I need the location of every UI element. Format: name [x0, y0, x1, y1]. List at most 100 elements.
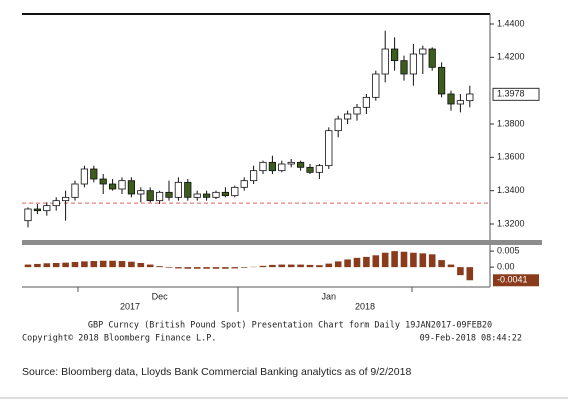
y-tick-label: 1.3400 [497, 185, 525, 195]
bar [400, 251, 408, 268]
bar [128, 261, 135, 268]
candle-body [296, 161, 305, 168]
bar [334, 261, 342, 268]
candle-body [109, 183, 117, 190]
bar [466, 267, 474, 281]
candle-body [381, 48, 389, 75]
y-tick-label: 1.3600 [497, 152, 525, 162]
bar [269, 264, 276, 268]
candle-body [409, 53, 418, 75]
candle-body [174, 181, 182, 198]
bar [24, 264, 32, 268]
bar [184, 267, 192, 269]
candle-body [325, 130, 333, 167]
candle-body [71, 183, 79, 198]
bar [391, 251, 398, 268]
bar [90, 261, 98, 268]
y-tick-label: 0.005 [497, 246, 520, 256]
x-tick-label: Jan [322, 291, 337, 301]
last-value-box [492, 87, 540, 101]
bar [146, 264, 154, 268]
bar [363, 256, 370, 268]
candle-body [400, 60, 408, 75]
last-value-label: 1.3978 [497, 89, 525, 99]
timestamp: 09-Feb-2018 08:44:22 [420, 334, 522, 344]
bar [231, 267, 239, 269]
bar [43, 263, 51, 268]
bar [372, 255, 380, 268]
bar [165, 267, 173, 268]
candle-body [334, 118, 342, 132]
candle-body [240, 180, 248, 188]
candle-body [118, 180, 126, 190]
bar [137, 262, 145, 268]
candle-body [353, 106, 361, 115]
candle-body [52, 200, 60, 207]
bar [325, 263, 333, 268]
source-note: Source: Bloomberg data, Lloyds Bank Comm… [22, 366, 411, 378]
candle-body [155, 191, 164, 202]
bar [353, 257, 361, 268]
copyright: Copyright© 2018 Bloomberg Finance L.P. [22, 334, 216, 344]
candle-body [202, 193, 211, 198]
candle-body [466, 93, 474, 102]
bar [447, 264, 455, 268]
bar [381, 252, 389, 268]
y-tick-label: 1.4400 [497, 18, 525, 28]
last-value-box [493, 274, 539, 287]
bar [156, 266, 163, 268]
bar [62, 262, 69, 268]
candle-body [306, 166, 314, 173]
candle-body [315, 165, 324, 173]
bar [193, 267, 201, 269]
candle-body [287, 161, 295, 165]
bar [438, 260, 445, 268]
candle-body [362, 96, 371, 108]
candle-body [268, 161, 277, 172]
candle-body [372, 73, 380, 98]
candle-body [24, 208, 32, 222]
candle-body [212, 191, 220, 198]
y-tick-label: 0.00 [497, 262, 515, 272]
year-label: 2017 [120, 301, 140, 311]
candle-body [127, 180, 135, 195]
candle-body [43, 205, 51, 212]
y-tick-label: 1.4200 [497, 52, 525, 62]
bar [109, 260, 116, 268]
candle-body [447, 93, 455, 105]
candle-body [231, 186, 239, 197]
bar [278, 264, 286, 268]
bar [428, 254, 436, 268]
bar [212, 267, 220, 269]
candle-body [146, 190, 154, 202]
chart-description: GBP Curncy (British Pound Spot) Presenta… [88, 321, 492, 331]
candle-body [193, 193, 201, 198]
bar [71, 262, 79, 268]
x-tick-label: Dec [152, 291, 169, 301]
candle-body [259, 161, 267, 172]
bar [175, 267, 182, 269]
candle-body [428, 48, 436, 68]
last-value-label: -0.0041 [497, 275, 528, 285]
candle-body [165, 191, 173, 198]
bar [52, 262, 60, 268]
bar [419, 253, 427, 268]
bar [306, 264, 314, 268]
bar [410, 252, 417, 268]
candle-body [90, 168, 98, 180]
candle-body [33, 208, 42, 212]
candle-body [80, 168, 88, 185]
candle-body [184, 181, 192, 198]
bar [259, 265, 267, 268]
bar [240, 267, 248, 268]
candle-body [249, 170, 258, 182]
candle-body [62, 196, 70, 202]
y-tick-label: 1.3800 [497, 118, 525, 128]
candle-body [278, 163, 286, 172]
candle-body [99, 178, 107, 185]
top-border [22, 13, 490, 15]
bar [297, 264, 304, 268]
year-label: 2018 [355, 301, 375, 311]
bar [203, 267, 210, 269]
